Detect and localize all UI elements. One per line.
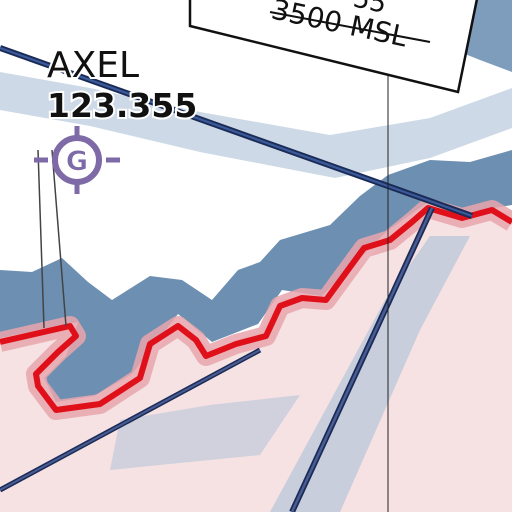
waypoint-symbol-letter: G bbox=[66, 146, 88, 177]
waypoint-name: AXEL bbox=[47, 45, 139, 86]
waypoint-frequency: 123.355 bbox=[47, 86, 197, 125]
